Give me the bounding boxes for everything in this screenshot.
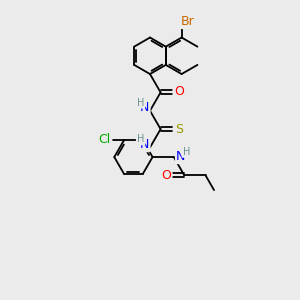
Text: N: N — [140, 101, 149, 114]
Text: Br: Br — [181, 15, 195, 28]
Text: O: O — [161, 169, 171, 182]
Text: H: H — [137, 134, 144, 144]
Text: N: N — [176, 150, 185, 163]
Text: H: H — [183, 147, 190, 157]
Text: S: S — [175, 123, 183, 136]
Text: N: N — [140, 138, 149, 151]
Text: O: O — [174, 85, 184, 98]
Text: Cl: Cl — [99, 134, 111, 146]
Text: H: H — [137, 98, 144, 107]
